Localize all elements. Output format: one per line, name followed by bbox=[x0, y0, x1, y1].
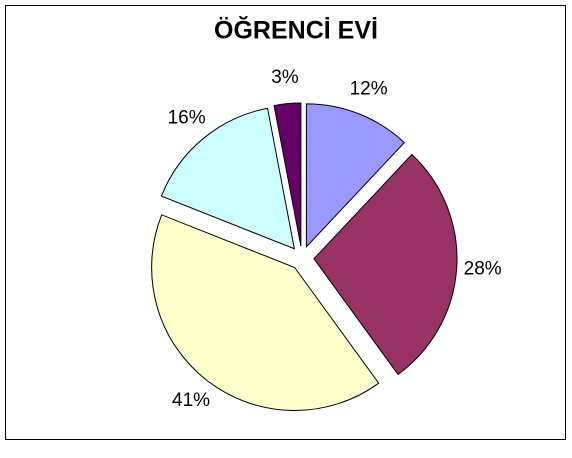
data-label: 12% bbox=[350, 79, 388, 100]
data-label: 41% bbox=[172, 390, 210, 411]
pie-slice bbox=[151, 214, 380, 411]
data-label: 28% bbox=[464, 258, 502, 279]
pie-slice bbox=[313, 153, 458, 376]
data-label: 3% bbox=[271, 67, 299, 88]
chart-title: ÖĞRENCİ EVİ bbox=[214, 16, 378, 45]
data-label: 16% bbox=[168, 108, 206, 129]
pie-slice bbox=[305, 103, 406, 249]
pie-slice bbox=[160, 107, 296, 250]
pie-slice bbox=[273, 102, 302, 247]
